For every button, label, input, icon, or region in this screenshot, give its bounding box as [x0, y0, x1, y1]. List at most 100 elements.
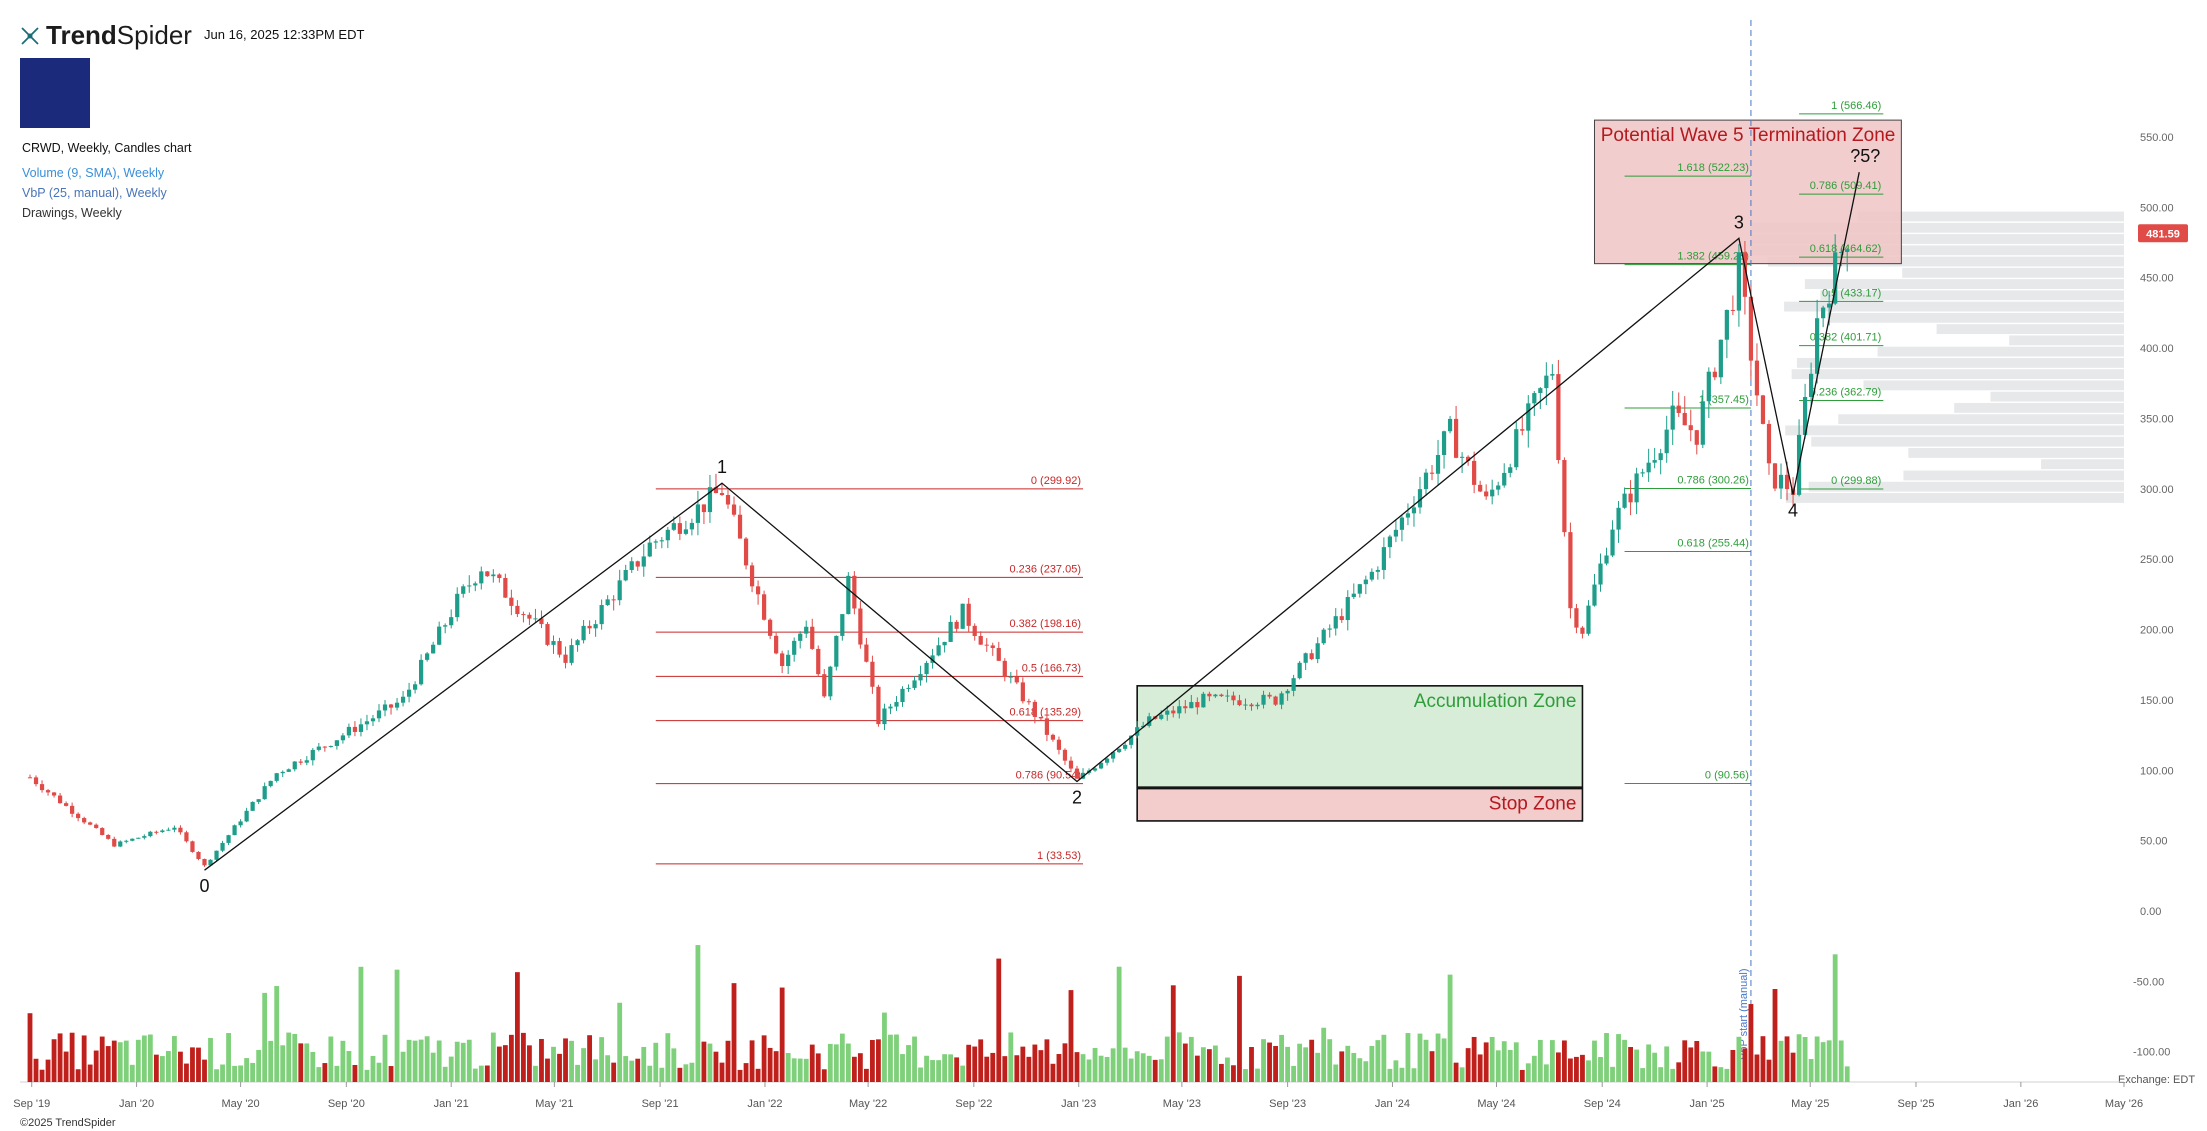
- candle-body: [220, 842, 225, 851]
- volume-bar: [1700, 1051, 1706, 1082]
- volume-bar: [81, 1035, 87, 1082]
- volume-bar: [803, 1058, 809, 1082]
- legend-vbp[interactable]: VbP (25, manual), Weekly: [22, 186, 167, 200]
- candle-body: [382, 704, 388, 711]
- volume-bar: [1628, 1047, 1633, 1082]
- candle-body: [1411, 507, 1417, 514]
- candle-body: [581, 625, 586, 641]
- legend-symbol[interactable]: CRWD, Weekly, Candles chart: [22, 141, 192, 155]
- fib-level-label: 0.618 (464.62): [1810, 243, 1882, 255]
- volume-bar: [1730, 1049, 1736, 1082]
- candle-body: [412, 684, 418, 690]
- fib-level-label: 0.382 (401.71): [1810, 332, 1882, 344]
- candle-body: [250, 801, 255, 811]
- volume-bar: [1501, 1041, 1507, 1082]
- wave-label: 2: [1072, 788, 1082, 808]
- brand-name-bold: Trend: [46, 20, 117, 50]
- candle-body: [846, 575, 851, 615]
- vbp-bar: [1877, 346, 2124, 357]
- volume-bar: [1140, 1053, 1146, 1082]
- candle-body: [154, 831, 159, 833]
- legend-drawings[interactable]: Drawings, Weekly: [22, 206, 122, 220]
- volume-bar: [93, 1050, 99, 1082]
- volume-bar: [412, 1040, 418, 1082]
- x-tick-label: Jan '22: [747, 1098, 782, 1110]
- candle-body: [1514, 429, 1519, 468]
- volume-bar: [1441, 1038, 1447, 1082]
- vbp-bar: [1804, 279, 2124, 289]
- fib-level-label: 0.786 (90.54): [1016, 770, 1081, 782]
- volume-bar: [1387, 1068, 1393, 1082]
- volume-bar: [33, 1058, 39, 1082]
- volume-bar: [857, 1053, 863, 1082]
- volume-bar: [1050, 1063, 1056, 1082]
- volume-bar: [1026, 1056, 1032, 1082]
- legend-volume[interactable]: Volume (9, SMA), Weekly: [22, 166, 165, 180]
- candle-body: [924, 662, 929, 675]
- volume-bar: [394, 969, 400, 1082]
- candle-body: [605, 599, 610, 606]
- candle-body: [479, 571, 484, 584]
- candle-body: [1303, 653, 1308, 663]
- volume-bar: [1429, 1051, 1435, 1082]
- volume-bar: [472, 1068, 478, 1082]
- volume-bar: [1465, 1048, 1471, 1082]
- candle-body: [106, 834, 111, 839]
- candle-body: [641, 556, 646, 567]
- candle-body: [611, 599, 616, 601]
- vbp-bar: [2009, 335, 2124, 346]
- candle-body: [1700, 401, 1705, 445]
- y-tick-label: 200.00: [2140, 625, 2174, 637]
- candle-body: [948, 621, 953, 642]
- candle-body: [1580, 627, 1585, 634]
- candle-body: [33, 777, 39, 785]
- volume-bar: [322, 1063, 328, 1082]
- candle-body: [1207, 693, 1212, 697]
- vbp-bar: [1784, 301, 2124, 312]
- volume-bar: [1531, 1055, 1537, 1082]
- candle-body: [858, 608, 863, 645]
- y-tick-label: 50.00: [2140, 836, 2168, 848]
- volume-bar: [1321, 1027, 1327, 1082]
- candle-body: [100, 828, 105, 835]
- volume-bar: [665, 1033, 671, 1082]
- volume-bar: [1784, 1036, 1790, 1082]
- volume-bar: [135, 1039, 141, 1082]
- candle-body: [449, 617, 454, 626]
- volume-bar: [63, 1051, 69, 1082]
- volume-bar: [605, 1055, 611, 1082]
- volume-bar: [888, 1034, 893, 1082]
- wave-label: ?5?: [1850, 146, 1880, 166]
- candle-body: [1159, 714, 1164, 719]
- candle-body: [1014, 676, 1019, 683]
- candle-body: [527, 614, 532, 619]
- volume-bar: [484, 1065, 490, 1082]
- volume-bar: [563, 1038, 568, 1082]
- candle-body: [1742, 252, 1748, 297]
- volume-bar: [924, 1055, 929, 1082]
- volume-bar: [647, 1065, 653, 1082]
- candle-body: [545, 624, 550, 645]
- vbp-bar: [1750, 245, 2124, 256]
- fib-level-label: 0.618 (255.44): [1677, 538, 1749, 550]
- volume-bar: [1525, 1063, 1531, 1082]
- candle-body: [214, 850, 219, 860]
- volume-bar: [1164, 1036, 1170, 1082]
- volume-bar: [845, 1043, 851, 1082]
- volume-bar: [117, 1042, 123, 1082]
- candle-body: [82, 818, 87, 823]
- candle-body: [268, 780, 273, 787]
- candle-body: [1375, 569, 1380, 572]
- fib-level-label: 0 (299.88): [1831, 475, 1881, 487]
- candle-body: [400, 696, 406, 703]
- candle-body: [1556, 374, 1561, 461]
- candle-body: [1339, 616, 1344, 621]
- volume-bar: [1267, 1042, 1272, 1082]
- volume-bar: [1345, 1045, 1351, 1082]
- candle-body: [1369, 571, 1374, 580]
- brand-logo[interactable]: TrendSpider: [20, 20, 192, 51]
- x-tick-label: Sep '22: [955, 1098, 992, 1110]
- candle-body: [184, 832, 189, 842]
- candle-body: [340, 735, 346, 741]
